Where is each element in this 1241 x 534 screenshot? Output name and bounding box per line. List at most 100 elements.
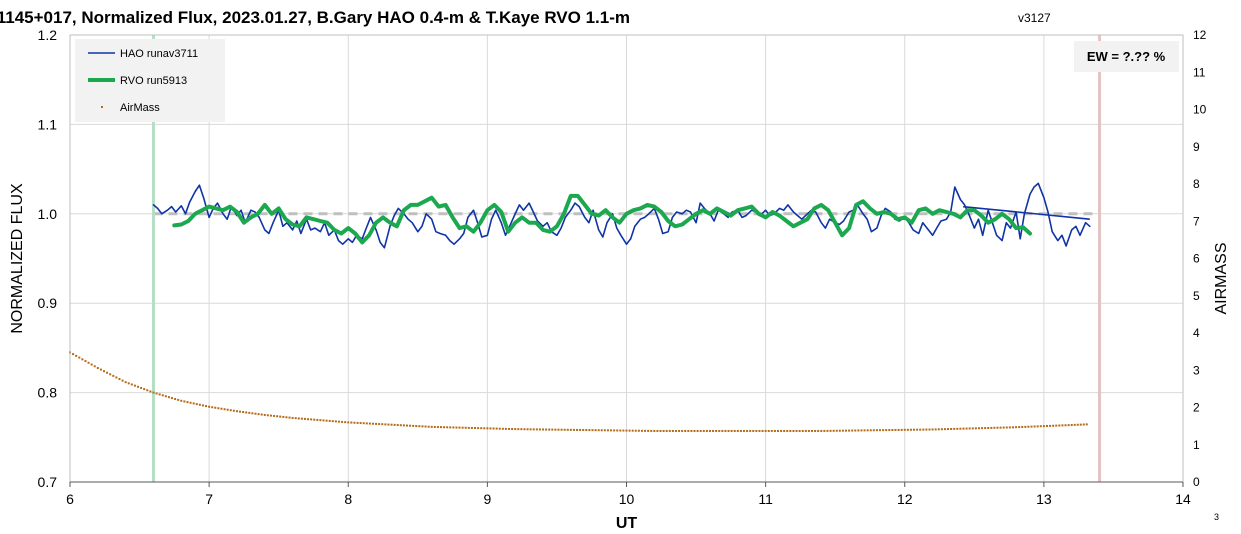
series-2 (172, 193, 1032, 245)
airmass-point (266, 414, 269, 417)
airmass-point (928, 428, 931, 431)
airmass-point (826, 429, 829, 432)
airmass-point (885, 429, 888, 432)
airmass-point (882, 429, 885, 432)
airmass-point (696, 429, 699, 432)
airmass-point (786, 429, 789, 432)
airmass-point (798, 429, 801, 432)
airmass-point (371, 422, 374, 425)
x-tick-label: 12 (897, 491, 913, 507)
airmass-point (232, 409, 235, 412)
airmass-point (158, 393, 161, 396)
airmass-point (248, 411, 251, 414)
airmass-point (727, 429, 730, 432)
airmass-point (239, 410, 242, 413)
airmass-point (192, 402, 195, 405)
airmass-point (953, 427, 956, 430)
airmass-point (1039, 425, 1042, 428)
airmass-point (671, 429, 674, 432)
airmass-point (1067, 424, 1070, 427)
airmass-point (486, 427, 489, 430)
airmass-point (860, 429, 863, 432)
airmass-point (820, 429, 823, 432)
airmass-point (1021, 425, 1024, 428)
airmass-point (242, 411, 245, 414)
airmass-point (235, 410, 238, 413)
airmass-point (733, 429, 736, 432)
y2-axis-label: AIRMASS (1213, 242, 1230, 314)
airmass-point (674, 429, 677, 432)
airmass-point (894, 428, 897, 431)
airmass-point (322, 419, 325, 422)
grid (69, 34, 1184, 483)
airmass-point (171, 397, 174, 400)
ew-annotation: EW = ?.?? % (1074, 41, 1179, 72)
airmass-point (866, 429, 869, 432)
airmass-point (968, 427, 971, 430)
airmass-point (891, 429, 894, 432)
airmass-point (430, 425, 433, 428)
airmass-point (1045, 425, 1048, 428)
airmass-point (427, 425, 430, 428)
y2-tick-label: 4 (1193, 326, 1200, 340)
airmass-point (622, 429, 625, 432)
airmass-point (347, 421, 350, 424)
y-tick-label: 0.9 (38, 295, 58, 311)
airmass-point (811, 429, 813, 432)
airmass-point (390, 423, 393, 426)
airmass-point (137, 385, 140, 388)
airmass-point (149, 390, 152, 393)
airmass-point (217, 407, 220, 410)
airmass-point (109, 373, 112, 376)
airmass-point (585, 429, 588, 432)
airmass-point (959, 427, 962, 430)
airmass-point (792, 429, 795, 432)
airmass-point (245, 411, 248, 414)
airmass-point (854, 429, 857, 432)
airmass-point (297, 417, 300, 420)
airmass-point (535, 428, 538, 431)
x-tick-label: 10 (619, 491, 635, 507)
airmass-point (152, 391, 155, 394)
y2-tick-label: 11 (1193, 65, 1206, 79)
airmass-point (869, 429, 872, 432)
airmass-point (554, 428, 557, 431)
airmass-point (523, 428, 526, 431)
airmass-point (616, 429, 619, 432)
x-tick-label: 7 (205, 491, 213, 507)
airmass-point (520, 428, 523, 431)
airmass-point (984, 427, 987, 430)
airmass-point (925, 428, 928, 431)
airmass-point (474, 427, 477, 430)
airmass-point (770, 429, 773, 432)
airmass-point (1070, 424, 1073, 427)
airmass-point (708, 429, 711, 432)
airmass-point (606, 429, 609, 432)
airmass-point (480, 427, 483, 430)
series-line-2 (172, 193, 1032, 245)
airmass-point (489, 427, 492, 430)
airmass-point (118, 378, 121, 381)
airmass-point (303, 417, 306, 420)
airmass-point (650, 429, 653, 432)
y-tick-label: 1.0 (38, 206, 58, 222)
airmass-point (498, 427, 501, 430)
airmass-point (739, 429, 742, 432)
airmass-point (331, 420, 334, 423)
airmass-point (563, 428, 566, 431)
airmass-point (879, 429, 882, 432)
y-tick-label: 1.1 (38, 116, 58, 132)
airmass-point (1076, 423, 1079, 426)
airmass-point (201, 404, 204, 407)
airmass-point (313, 418, 316, 421)
x-tick-label: 6 (66, 491, 74, 507)
airmass-point (943, 428, 946, 431)
airmass-point (990, 426, 993, 429)
airmass-point (566, 428, 569, 431)
airmass-point (746, 429, 749, 432)
ew-label: EW = ?.?? % (1087, 49, 1166, 64)
airmass-point (75, 354, 78, 357)
y-tick-label: 1.2 (38, 27, 58, 43)
airmass-point (140, 386, 143, 389)
airmass-point (381, 423, 384, 426)
